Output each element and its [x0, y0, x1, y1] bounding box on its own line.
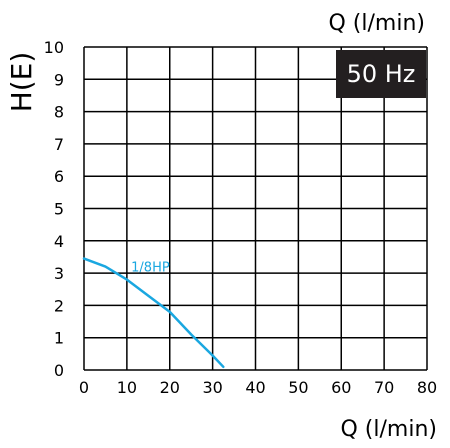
y-tick-label: 5: [54, 200, 64, 219]
y-axis-title: H(E): [5, 52, 38, 113]
x-tick-label: 20: [160, 378, 180, 397]
y-tick-label: 6: [54, 167, 64, 186]
x-tick-label: 60: [331, 378, 351, 397]
y-tick-label: 10: [44, 38, 64, 57]
series-point: [126, 278, 128, 281]
y-tick-label: 3: [54, 264, 64, 283]
series-point: [83, 257, 85, 260]
series-line-0: [82, 257, 225, 369]
frequency-badge: [336, 50, 426, 98]
x-tick-label: 40: [245, 378, 265, 397]
series-layer: 1/8HP: [82, 257, 225, 369]
x-tick-label: 0: [79, 378, 89, 397]
grid: [83, 46, 428, 371]
x-tick-label: 70: [374, 378, 394, 397]
y-tick-label: 4: [54, 232, 64, 251]
y-tick-label: 2: [54, 296, 64, 315]
x-tick-labels: 0 10 20 30 40 50 60 70 80: [79, 378, 437, 397]
y-tick-label: 1: [54, 329, 64, 348]
frequency-badge-label: 50 Hz: [347, 60, 416, 88]
series-point: [190, 333, 192, 336]
x-tick-label: 30: [202, 378, 222, 397]
series-point: [168, 311, 171, 313]
y-tick-labels: 0 1 2 3 4 5 6 7 8 9 10: [44, 38, 64, 380]
y-tick-label: 9: [54, 70, 64, 89]
series-label: 1/8HP: [131, 260, 170, 275]
top-x-axis-title: Q (l/min): [329, 11, 426, 36]
x-tick-label: 10: [117, 378, 137, 397]
series-point: [211, 354, 214, 357]
y-tick-label: 0: [54, 361, 64, 380]
series-point: [104, 265, 107, 268]
y-tick-label: 8: [54, 103, 64, 122]
series-point: [147, 294, 150, 297]
y-tick-label: 7: [54, 135, 64, 154]
x-tick-label: 50: [288, 378, 308, 397]
x-axis-title: Q (l/min): [341, 417, 438, 442]
x-tick-label: 80: [417, 378, 437, 397]
series-point: [222, 365, 225, 368]
